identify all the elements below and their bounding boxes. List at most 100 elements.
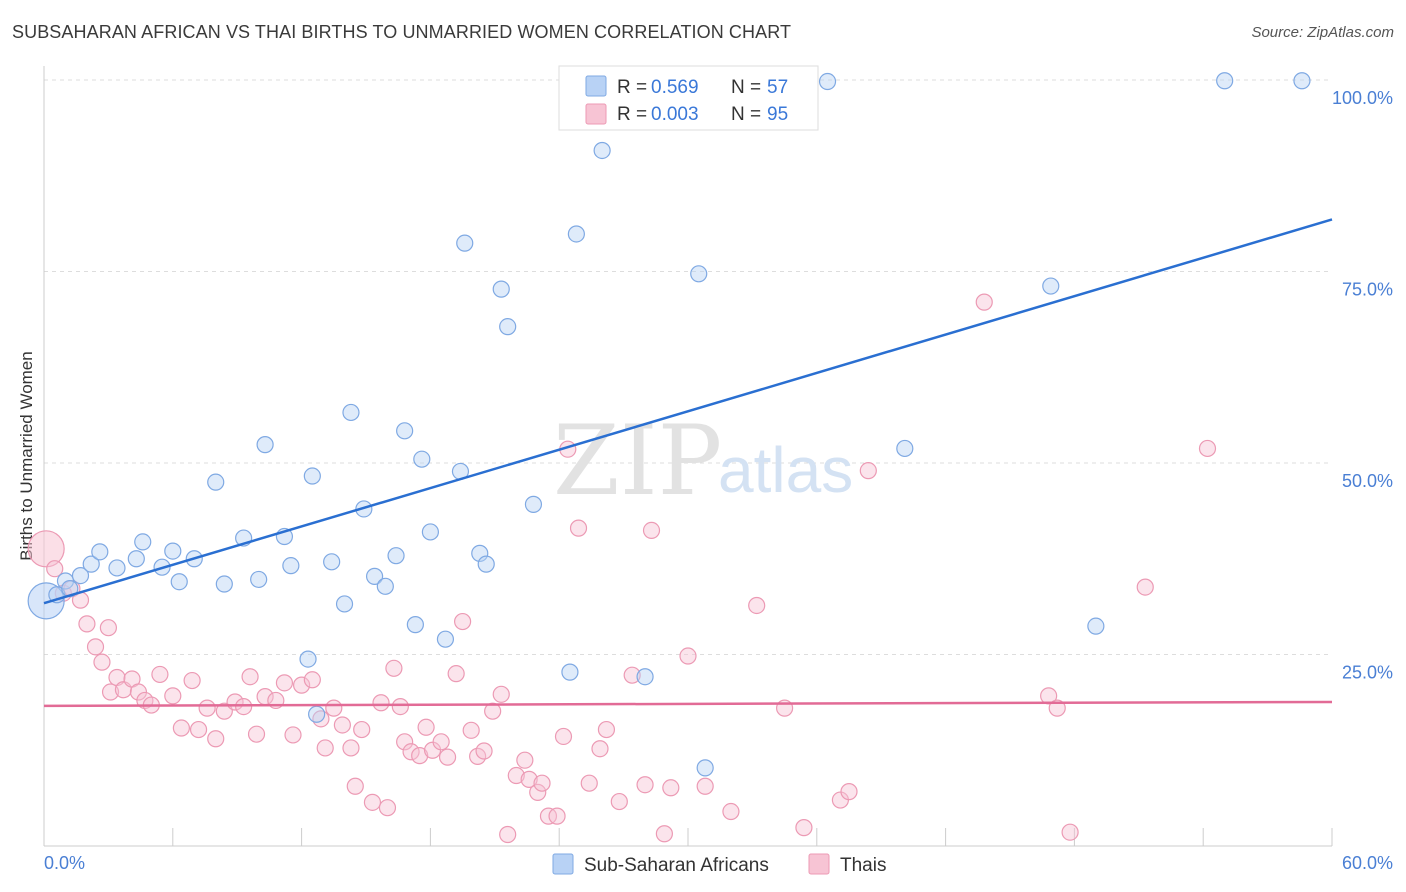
- data-point: [533, 774, 551, 792]
- data-point: [316, 739, 334, 757]
- data-point: [554, 727, 573, 746]
- data-point: [372, 694, 390, 712]
- gridlines: [44, 79, 1332, 655]
- data-point: [1136, 578, 1154, 596]
- chart-source: Source: ZipAtlas.com: [1251, 24, 1394, 41]
- data-point: [183, 671, 201, 690]
- y-axis-label: Births to Unmarried Women: [17, 351, 36, 560]
- data-point: [679, 647, 697, 665]
- series-swatch-thais: [808, 853, 830, 875]
- data-point: [438, 748, 457, 766]
- data-point: [655, 825, 673, 843]
- data-point: [164, 542, 182, 560]
- data-point: [342, 739, 360, 757]
- data-point: [406, 616, 424, 634]
- data-point: [282, 557, 300, 575]
- data-point: [207, 473, 225, 491]
- legend-r-label-2: R =: [617, 104, 647, 125]
- data-point: [215, 575, 233, 593]
- data-point: [636, 668, 654, 686]
- data-point: [333, 716, 351, 734]
- x-tick-label-max: 60.0%: [1342, 853, 1393, 873]
- data-point: [323, 553, 341, 571]
- thais-trend-line: [43, 700, 1333, 708]
- legend-n-value-2: 95: [767, 104, 788, 125]
- data-point: [134, 533, 152, 551]
- data-point: [623, 666, 641, 684]
- data-point: [411, 747, 429, 765]
- data-point: [363, 793, 382, 811]
- data-point: [499, 825, 517, 844]
- data-point: [385, 659, 403, 677]
- legend-r-label-1: R =: [617, 77, 647, 98]
- data-point: [275, 674, 294, 692]
- data-point: [308, 705, 326, 723]
- thais-points: [27, 293, 1217, 844]
- trend-lines: [43, 218, 1333, 708]
- data-point: [1061, 823, 1079, 841]
- data-point: [387, 547, 405, 565]
- y-tick-label: 50.0%: [1342, 471, 1393, 491]
- legend-n-value-1: 57: [767, 77, 788, 98]
- data-point: [454, 612, 472, 631]
- data-point: [610, 792, 628, 811]
- data-point: [580, 774, 598, 792]
- data-point: [413, 450, 431, 468]
- series-label-thais: Thais: [840, 855, 886, 876]
- data-point: [342, 403, 360, 422]
- data-point: [402, 743, 420, 761]
- data-point: [569, 519, 588, 537]
- data-point: [471, 544, 489, 562]
- stats-legend: R = 0.569 N = 57 R = 0.003 N = 95: [558, 65, 819, 131]
- data-point: [303, 671, 321, 689]
- x-tick-marks: [43, 828, 1333, 846]
- data-point: [456, 234, 474, 252]
- data-point: [561, 663, 579, 681]
- data-point: [376, 577, 394, 595]
- data-point: [818, 72, 837, 91]
- y-tick-label: 75.0%: [1342, 280, 1393, 300]
- data-point: [82, 555, 100, 573]
- data-point: [432, 733, 450, 751]
- data-point: [86, 638, 105, 656]
- data-point: [748, 596, 766, 615]
- legend-swatch-pink: [585, 103, 607, 125]
- data-point: [492, 685, 510, 703]
- data-point: [447, 665, 465, 683]
- data-point: [475, 742, 493, 760]
- data-point: [256, 436, 274, 454]
- subsaharan-points: [27, 72, 1311, 777]
- data-point: [1216, 72, 1234, 90]
- x-tick-label-min: 0.0%: [44, 853, 85, 873]
- chart-title: SUBSAHARAN AFRICAN VS THAI BIRTHS TO UNM…: [12, 22, 792, 42]
- data-point: [1293, 72, 1311, 90]
- data-point: [722, 802, 740, 821]
- data-point: [840, 783, 858, 801]
- y-tick-label: 25.0%: [1342, 663, 1393, 683]
- watermark: ZIP atlas: [553, 405, 853, 517]
- data-point: [284, 726, 302, 744]
- data-point: [172, 719, 190, 737]
- data-point: [1087, 617, 1105, 635]
- data-point: [477, 555, 495, 573]
- y-tick-label: 100.0%: [1332, 88, 1393, 108]
- data-point: [101, 683, 120, 701]
- data-point: [127, 550, 145, 568]
- data-point: [642, 521, 661, 540]
- data-point: [548, 807, 566, 825]
- legend-r-value-2: 0.003: [651, 104, 699, 125]
- data-point: [859, 462, 877, 480]
- data-point: [795, 819, 813, 837]
- subsaharan-trend-line: [43, 218, 1333, 605]
- data-point: [303, 467, 321, 485]
- data-point: [520, 770, 538, 788]
- data-point: [241, 668, 259, 686]
- data-point: [27, 530, 65, 568]
- data-point: [108, 559, 126, 577]
- data-point: [507, 766, 525, 785]
- series-swatch-subsaharan: [552, 853, 574, 875]
- data-point: [293, 676, 311, 694]
- data-point: [250, 570, 268, 589]
- data-point: [91, 543, 109, 561]
